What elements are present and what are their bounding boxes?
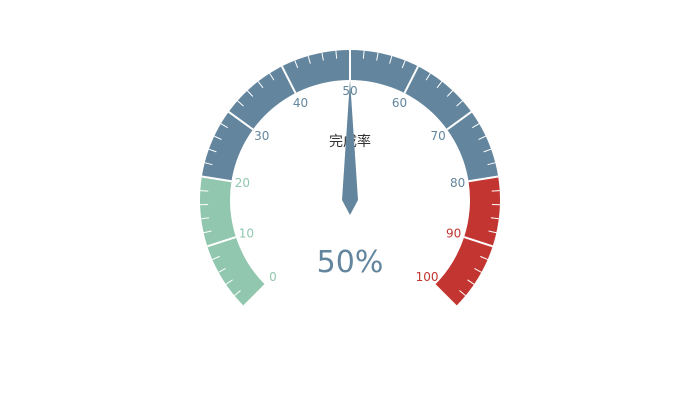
tick-mark: [200, 190, 209, 192]
tick-mark: [376, 52, 379, 61]
tick-mark: [401, 60, 406, 69]
tick-label: 40: [293, 96, 308, 110]
tick-mark: [436, 81, 443, 89]
tick-mark: [234, 290, 241, 296]
tick-mark: [203, 230, 212, 234]
axis-labels: 0102030405060708090100: [235, 84, 466, 284]
tick-mark: [362, 50, 365, 59]
tick-mark: [459, 290, 466, 296]
axis-line: [200, 49, 501, 307]
tick-mark: [471, 123, 480, 129]
gauge-band-1: [201, 49, 499, 182]
tick-mark: [446, 90, 454, 97]
tick-label: 10: [239, 227, 254, 241]
tick-mark: [237, 100, 244, 107]
tick-mark: [467, 279, 475, 285]
tick-mark: [478, 135, 486, 140]
split-line: [403, 65, 419, 94]
tick-mark: [491, 190, 500, 192]
split-line: [228, 111, 254, 131]
tick-mark: [487, 162, 496, 166]
tick-mark: [204, 162, 213, 166]
gauge-detail-value: 50%: [317, 245, 384, 280]
tick-mark: [201, 217, 210, 220]
gauge-band-0: [200, 176, 266, 307]
split-line: [468, 175, 499, 183]
tick-mark: [225, 279, 233, 285]
tick-mark: [480, 255, 488, 261]
split-line: [207, 236, 237, 248]
tick-mark: [483, 148, 492, 153]
tick-label: 20: [235, 176, 250, 190]
split-line: [434, 284, 457, 307]
tick-label: 90: [446, 227, 461, 241]
split-line: [243, 284, 266, 307]
tick-mark: [474, 267, 482, 273]
axis-ticks: [200, 50, 500, 307]
tick-mark: [488, 230, 497, 234]
tick-mark: [212, 255, 220, 261]
tick-mark: [269, 73, 275, 81]
gauge-pointer: [342, 80, 358, 215]
gauge-band-2: [434, 176, 501, 307]
tick-label: 30: [254, 129, 269, 143]
tick-label: 60: [392, 96, 407, 110]
split-line: [463, 236, 493, 248]
tick-mark: [490, 217, 499, 220]
tick-mark: [257, 81, 264, 89]
tick-mark: [294, 60, 299, 69]
tick-mark: [335, 50, 338, 59]
split-line: [201, 175, 232, 183]
tick-label: 100: [416, 270, 439, 284]
tick-mark: [218, 267, 226, 273]
tick-mark: [214, 135, 222, 140]
tick-mark: [220, 123, 229, 129]
tick-mark: [321, 52, 324, 61]
tick-mark: [246, 90, 254, 97]
tick-mark: [389, 55, 393, 64]
tick-label: 80: [450, 176, 465, 190]
tick-label: 0: [269, 270, 277, 284]
tick-mark: [208, 148, 217, 153]
tick-mark: [425, 73, 431, 81]
tick-mark: [456, 100, 463, 107]
tick-mark: [307, 55, 311, 64]
split-line: [281, 65, 297, 94]
tick-label: 70: [431, 129, 446, 143]
split-line: [446, 111, 472, 131]
